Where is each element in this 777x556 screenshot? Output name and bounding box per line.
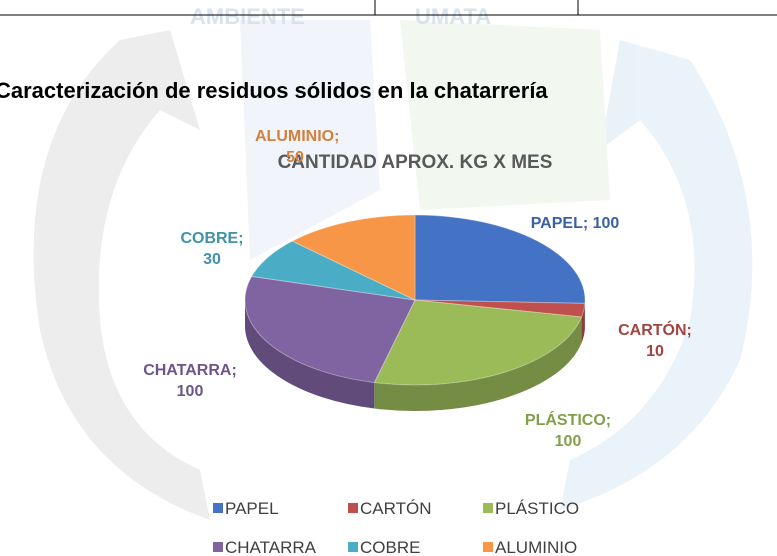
- legend-label: PLÁSTICO: [495, 499, 579, 518]
- legend-swatch: [483, 542, 493, 552]
- slice: [414, 214, 586, 304]
- logo-art: [240, 20, 380, 260]
- legend-swatch: [348, 542, 358, 552]
- data-label: COBRE; 30: [180, 230, 244, 268]
- slice: [414, 299, 586, 318]
- data-label: ALUMINIO; 50: [255, 128, 340, 166]
- logo-art: [400, 20, 610, 210]
- data-label: PLÁSTICO; 100: [524, 412, 612, 450]
- slice: [244, 275, 416, 384]
- legend-swatch: [348, 503, 358, 513]
- heading: Caracterización de residuos sólidos en l…: [0, 78, 548, 103]
- arrow-art: [33, 30, 210, 520]
- slice-side: [245, 300, 375, 409]
- slice: [373, 299, 583, 386]
- watermark: UMATA: [415, 4, 491, 29]
- slice-side: [374, 317, 582, 411]
- legend-swatch: [213, 503, 223, 513]
- legend-label: ALUMINIO: [495, 538, 577, 556]
- data-label: PAPEL; 100: [530, 215, 620, 232]
- legend-label: CARTÓN: [360, 499, 431, 518]
- legend-label: CHATARRA: [225, 538, 317, 556]
- data-label: CARTÓN; 10: [618, 322, 692, 360]
- legend-label: PAPEL: [225, 499, 279, 518]
- legend-label: COBRE: [360, 538, 420, 556]
- legend-swatch: [213, 542, 223, 552]
- background-art: [33, 20, 753, 520]
- slice: [250, 240, 416, 301]
- arrow-art: [560, 40, 753, 510]
- legend-swatch: [483, 503, 493, 513]
- chart-title: CANTIDAD APROX. KG X MES: [278, 152, 553, 173]
- slice-side: [581, 303, 585, 344]
- slice: [291, 214, 416, 301]
- watermark: AMBIENTE: [190, 4, 305, 29]
- data-label: CHATARRA; 100: [143, 362, 237, 400]
